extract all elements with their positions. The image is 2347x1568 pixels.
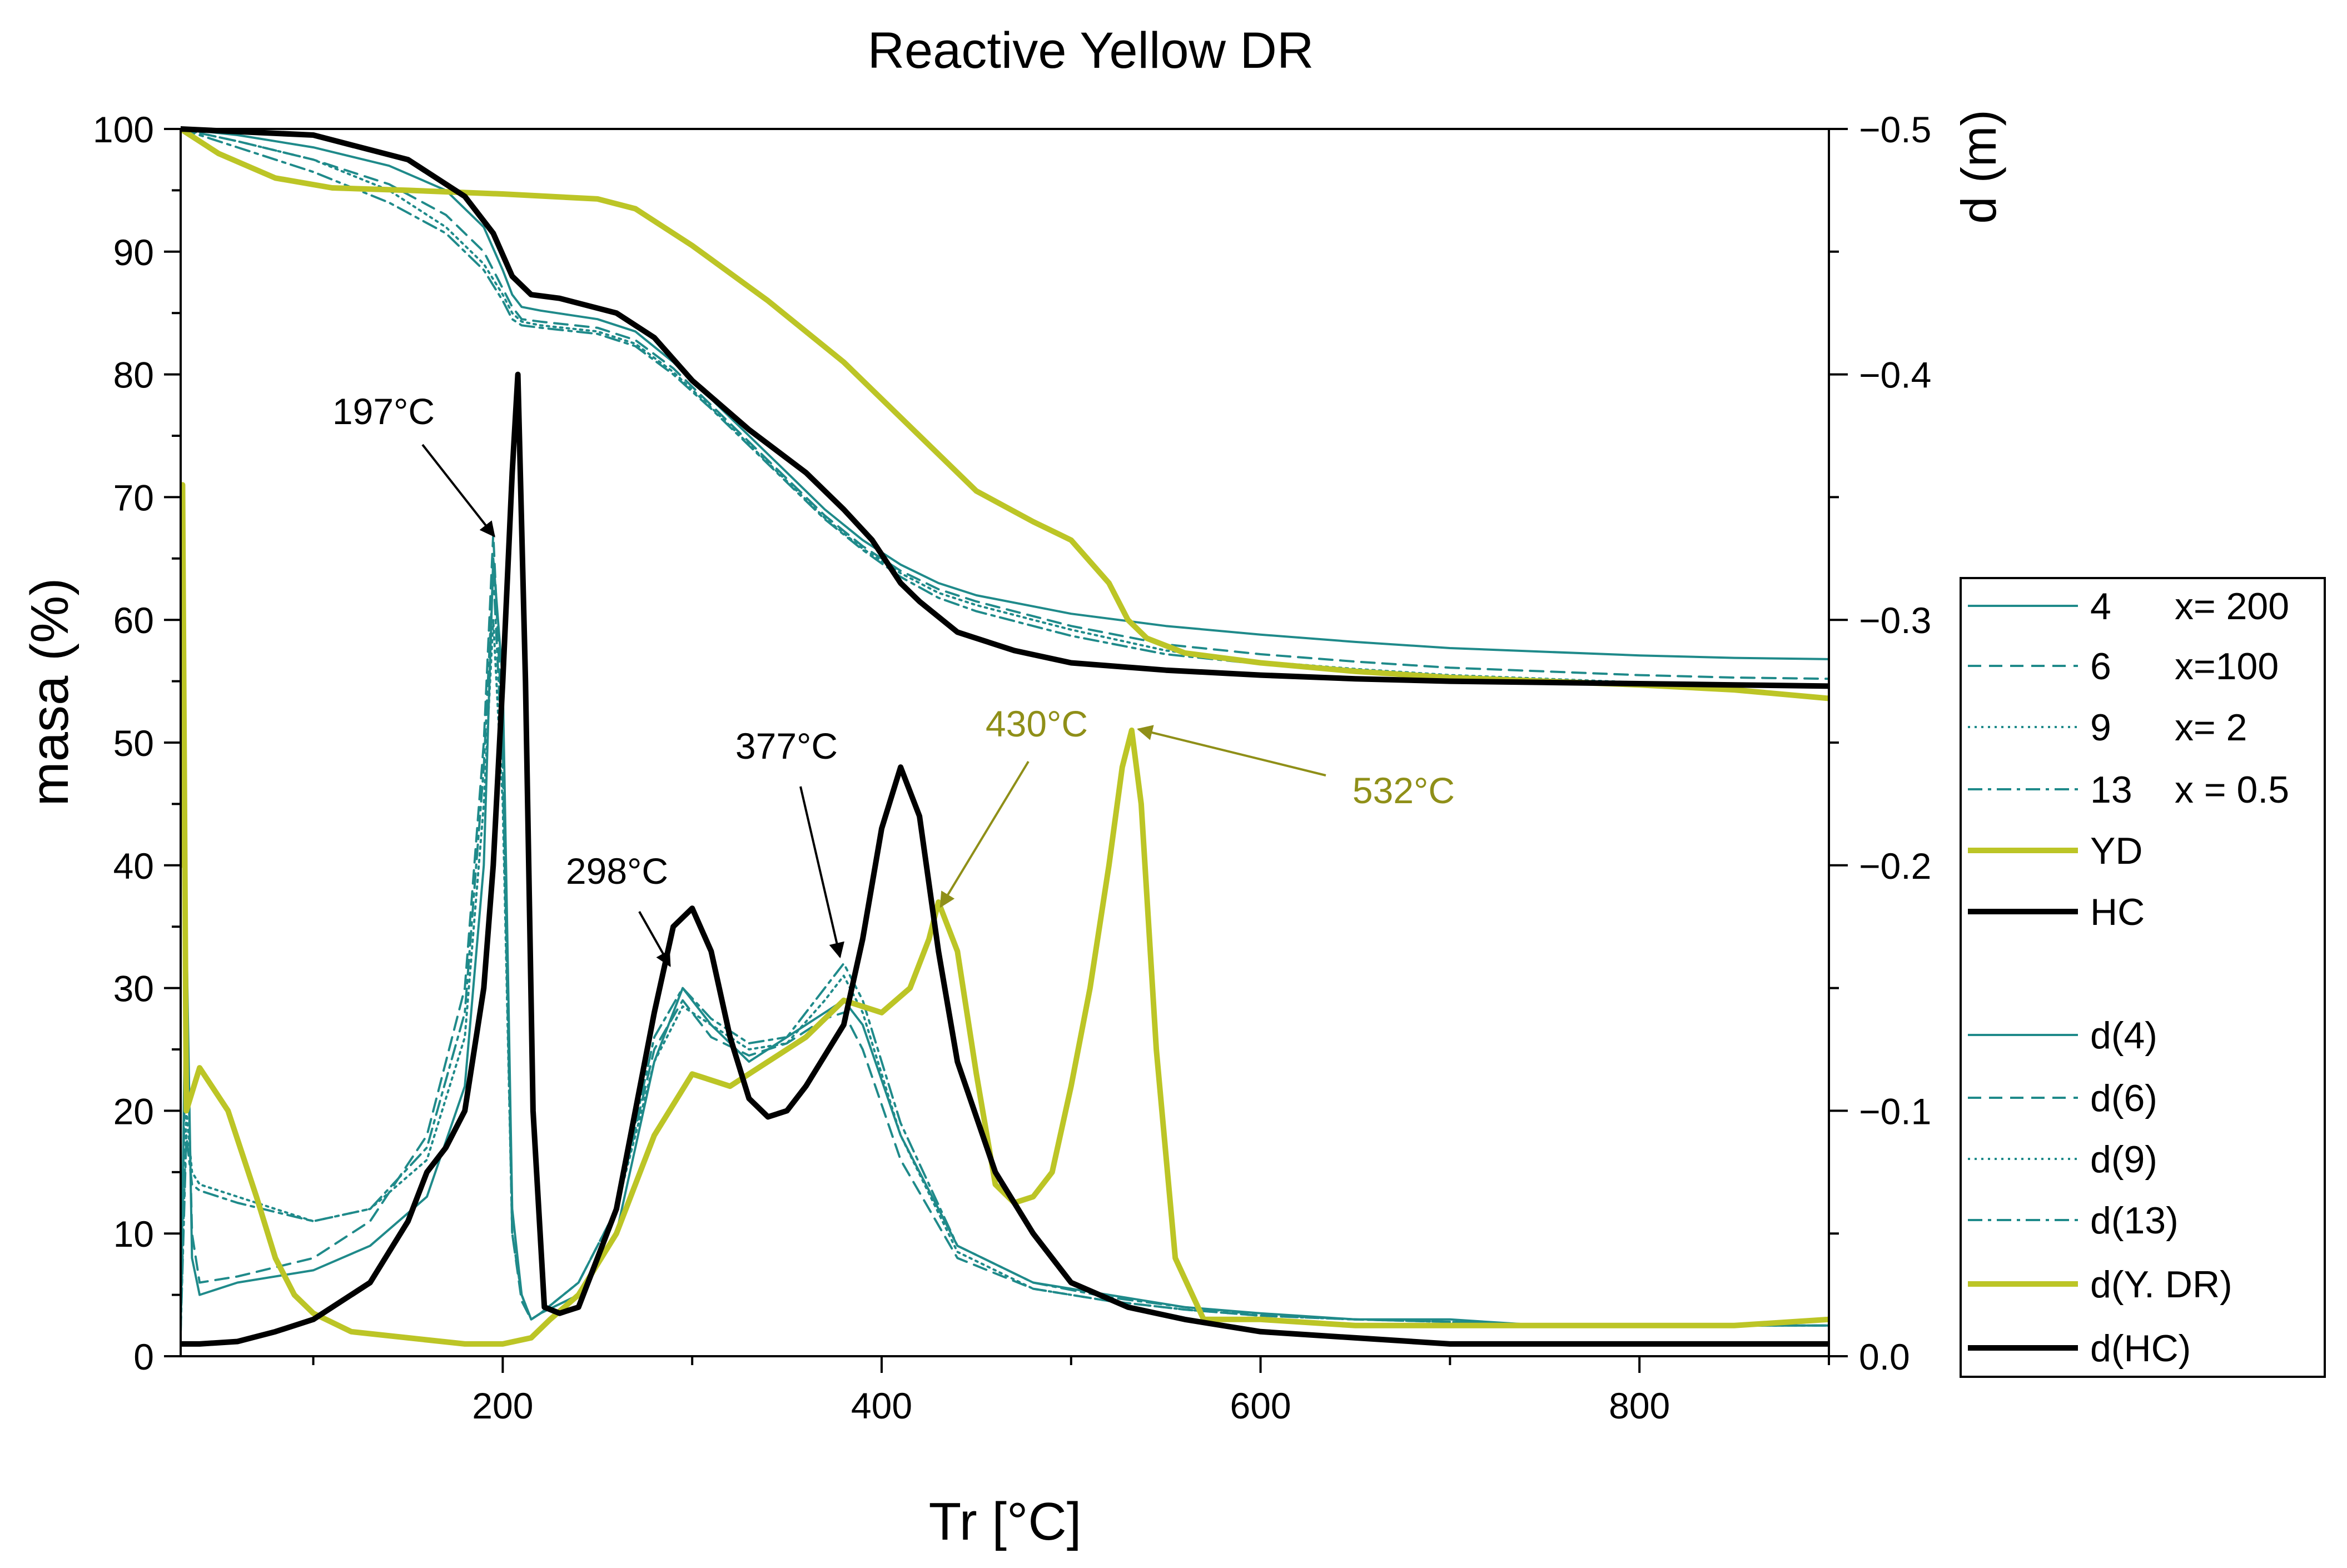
- series-line-d-4: [181, 557, 1829, 1333]
- annotation-arrow: [421, 444, 495, 537]
- legend-label: x= 2: [2175, 706, 2247, 749]
- y-tick-label: 90: [113, 232, 154, 273]
- annotation-label: 377°C: [735, 725, 838, 766]
- legend-label: d(13): [2090, 1199, 2179, 1242]
- legend-number: 13: [2090, 769, 2132, 811]
- y-tick-label: 20: [113, 1091, 154, 1132]
- y-axis-label: masa (%): [20, 578, 79, 807]
- legend-label: d(Y. DR): [2090, 1263, 2232, 1306]
- y2-axis-label: d (m): [1951, 109, 2006, 223]
- annotation-label: 197°C: [332, 391, 435, 432]
- y-tick-label: 60: [113, 600, 154, 641]
- y2-tick-label: −0.4: [1859, 355, 1931, 396]
- annotation-label: 298°C: [566, 850, 668, 892]
- legend-label: d(HC): [2090, 1327, 2191, 1370]
- series-line-hc: [181, 126, 1829, 689]
- y2-tick-label: −0.2: [1859, 845, 1931, 887]
- chart-title: Reactive Yellow DR: [868, 22, 1314, 79]
- y-tick-label: 30: [113, 968, 154, 1009]
- x-tick-label: 800: [1609, 1385, 1670, 1426]
- legend-label: HC: [2090, 891, 2145, 933]
- legend-number: 6: [2090, 645, 2111, 688]
- legend: 4 x= 200 6 x=100 9 x= 2 13 x = 0.5 YD HC d(4) d(6) d…: [1960, 577, 2326, 1378]
- series-line-d-hc: [181, 371, 1829, 1347]
- y2-tick-label: −0.1: [1859, 1091, 1931, 1132]
- y-tick-label: 70: [113, 477, 154, 518]
- series-line-d-y-dr: [181, 482, 1829, 1347]
- y2-tick-label: −0.3: [1859, 600, 1931, 641]
- x-tick-label: 600: [1230, 1385, 1291, 1426]
- series-line-d-13: [181, 569, 1829, 1333]
- annotation-arrow: [799, 786, 844, 959]
- legend-label: x= 200: [2175, 585, 2289, 628]
- annotation-label: 430°C: [986, 703, 1088, 744]
- plot-area: [181, 126, 1829, 1347]
- legend-label: x=100: [2175, 645, 2279, 688]
- y-tick-label: 100: [93, 109, 154, 150]
- legend-number: 4: [2090, 585, 2111, 628]
- legend-label: d(4): [2090, 1014, 2157, 1057]
- x-tick-label: 200: [472, 1385, 533, 1426]
- y2-tick-label: 0.0: [1859, 1336, 1910, 1377]
- legend-number: 9: [2090, 706, 2111, 749]
- series-group: [181, 126, 1829, 1347]
- annotation-label: 532°C: [1352, 770, 1455, 811]
- legend-label: YD: [2090, 830, 2142, 872]
- axes: 0 10 20 30 40 50 60 70 80 90 100 200 400 600 800 0.0 −0.…: [93, 109, 1931, 1426]
- annotation-arrow: [638, 911, 671, 967]
- legend-label: d(6): [2090, 1077, 2157, 1119]
- y-tick-label: 10: [113, 1213, 154, 1255]
- series-line-4: [181, 128, 1829, 660]
- annotation-arrow: [939, 760, 1030, 908]
- x-axis-label: Tr [°C]: [929, 1492, 1082, 1551]
- series-line-6: [181, 128, 1829, 680]
- annotation-arrow: [1137, 725, 1326, 776]
- x-tick-label: 400: [851, 1385, 912, 1426]
- y-tick-label: 80: [113, 355, 154, 396]
- y-tick-label: 50: [113, 723, 154, 764]
- y-tick-label: 0: [133, 1336, 154, 1377]
- annotations: 197°C 298°C 377°C 430°C 532°C: [332, 391, 1455, 967]
- y2-tick-label: −0.5: [1859, 109, 1931, 150]
- y-tick-label: 40: [113, 845, 154, 887]
- series-line-d-9: [181, 619, 1829, 1333]
- legend-box: [1960, 577, 2326, 1378]
- legend-label: d(9): [2090, 1138, 2157, 1181]
- legend-label: x = 0.5: [2175, 769, 2289, 811]
- series-line-yd: [181, 126, 1829, 701]
